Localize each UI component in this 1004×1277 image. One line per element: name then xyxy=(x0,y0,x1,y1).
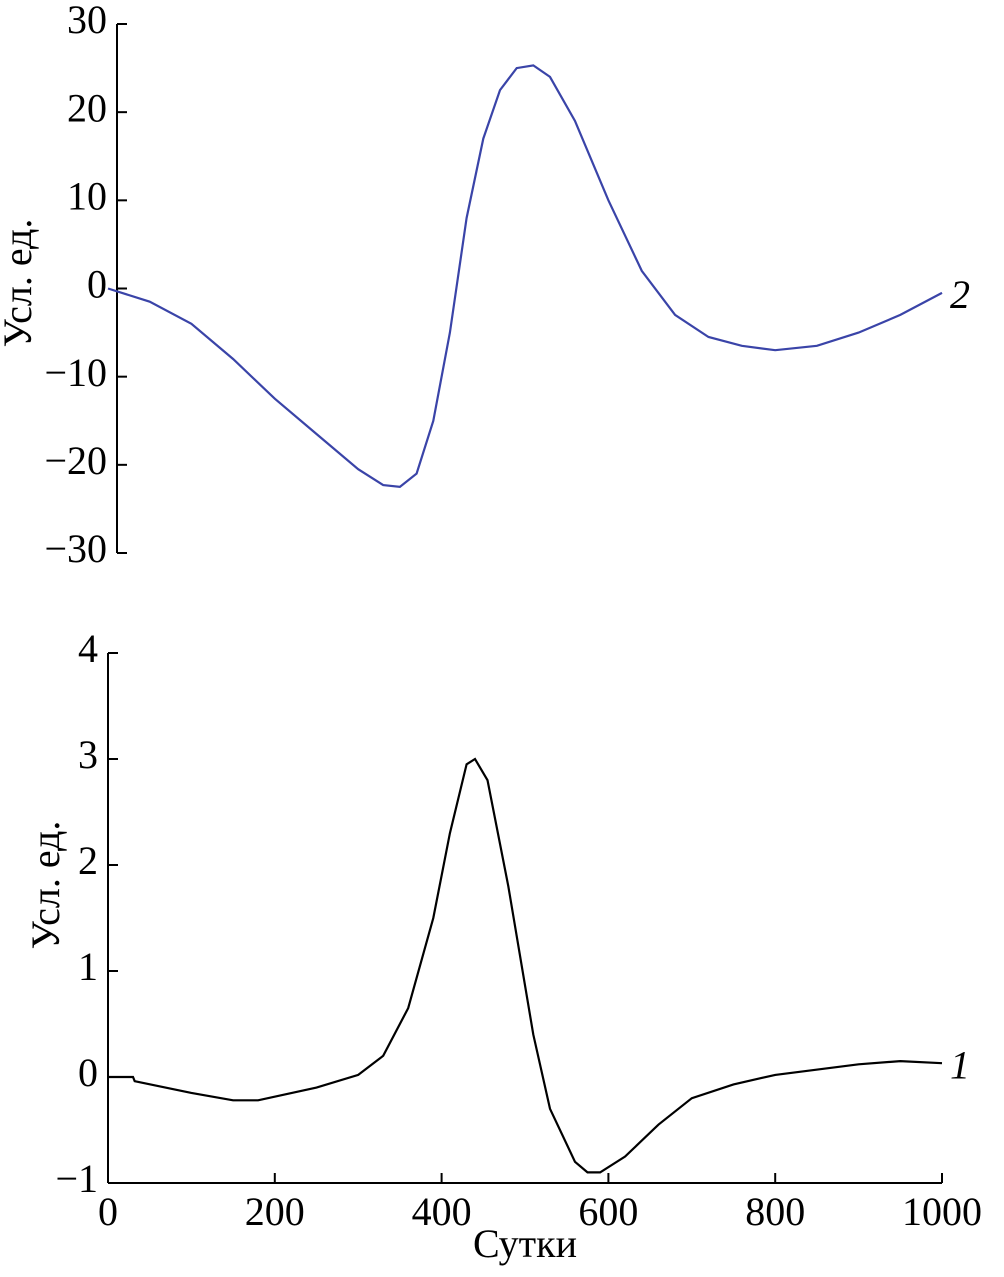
y-tick-label: 4 xyxy=(78,626,98,671)
y-axis-label: Усл. ед. xyxy=(0,219,40,348)
x-tick-label: 400 xyxy=(412,1189,472,1234)
y-tick-label: 1 xyxy=(78,944,98,989)
y-tick-label: 10 xyxy=(67,174,107,219)
x-tick-label: 1000 xyxy=(902,1189,982,1234)
data-line xyxy=(108,757,943,1174)
y-tick-label: −1 xyxy=(55,1156,98,1201)
x-tick-label: 800 xyxy=(745,1189,805,1234)
x-axis-label: Сутки xyxy=(473,1221,577,1266)
y-tick-label: 2 xyxy=(78,838,98,883)
y-tick-label: −30 xyxy=(44,526,107,571)
y-axis-label: Усл. ед. xyxy=(23,821,68,950)
y-tick-label: 0 xyxy=(78,1050,98,1095)
y-tick-label: −10 xyxy=(44,350,107,395)
y-tick-label: 0 xyxy=(87,262,107,307)
y-tick-label: 30 xyxy=(67,0,107,42)
series-label: 2 xyxy=(950,272,970,317)
x-tick-label: 600 xyxy=(578,1189,638,1234)
series-label: 1 xyxy=(950,1042,970,1087)
x-tick-label: 0 xyxy=(98,1189,118,1234)
data-line xyxy=(107,64,943,489)
y-tick-label: 20 xyxy=(67,85,107,130)
y-tick-label: 3 xyxy=(78,732,98,777)
y-tick-label: −20 xyxy=(44,438,107,483)
x-tick-label: 200 xyxy=(245,1189,305,1234)
